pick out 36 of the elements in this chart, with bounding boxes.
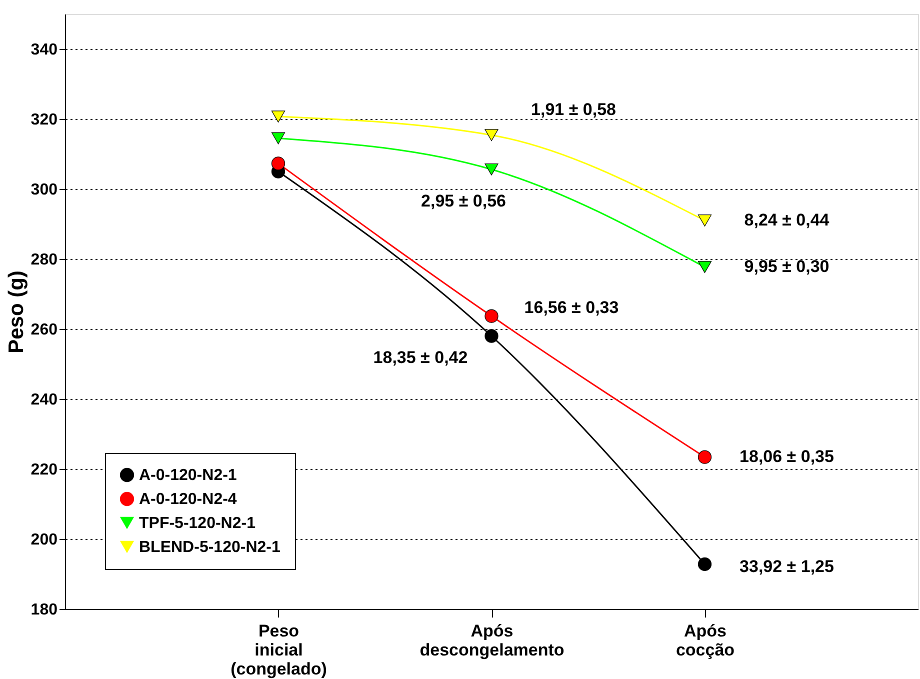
point — [271, 156, 286, 170]
annotation: 33,92 ± 1,25 — [740, 557, 834, 576]
annotation: 16,56 ± 0,33 — [524, 298, 619, 318]
y-tick-label: 300 — [30, 182, 58, 198]
point — [484, 163, 498, 176]
point — [484, 129, 498, 142]
annotation: 8,24 ± 0,44 — [744, 210, 830, 230]
y-tick-label: 240 — [30, 392, 58, 408]
point — [271, 110, 286, 122]
y-tick-label: 260 — [30, 322, 58, 338]
point — [698, 557, 712, 572]
y-tick-label: 220 — [30, 462, 58, 478]
point — [484, 329, 498, 343]
y-tick-label: 320 — [30, 112, 58, 128]
annotation: 18,35 ± 0,42 — [373, 348, 468, 367]
legend-label: BLEND-5-120-N2-1 — [139, 539, 280, 556]
y-tick-label: 180 — [30, 602, 58, 618]
legend-label: A-0-120-N2-4 — [139, 491, 237, 508]
x-tick-label: Peso inicial (congelado) — [230, 622, 327, 678]
point — [698, 450, 712, 464]
annotation: 18,06 ± 0,35 — [740, 447, 834, 466]
point — [698, 214, 712, 226]
y-tick-label: 340 — [30, 42, 58, 58]
x-tick-label: Após descongelamento — [420, 622, 564, 660]
x-tick-label: Após cocção — [676, 622, 735, 660]
point — [271, 132, 286, 144]
y-tick-label: 200 — [30, 532, 58, 548]
y-tick-label: 280 — [30, 252, 58, 268]
point — [698, 261, 712, 273]
annotation: 9,95 ± 0,30 — [744, 257, 830, 276]
legend-label: TPF-5-120-N2-1 — [139, 515, 256, 532]
annotation: 1,91 ± 0,58 — [531, 100, 616, 120]
point — [484, 309, 498, 323]
annotation: 2,95 ± 0,56 — [421, 191, 506, 210]
legend-label: A-0-120-N2-1 — [139, 467, 237, 484]
y-axis-title: Peso (g) — [4, 270, 28, 354]
